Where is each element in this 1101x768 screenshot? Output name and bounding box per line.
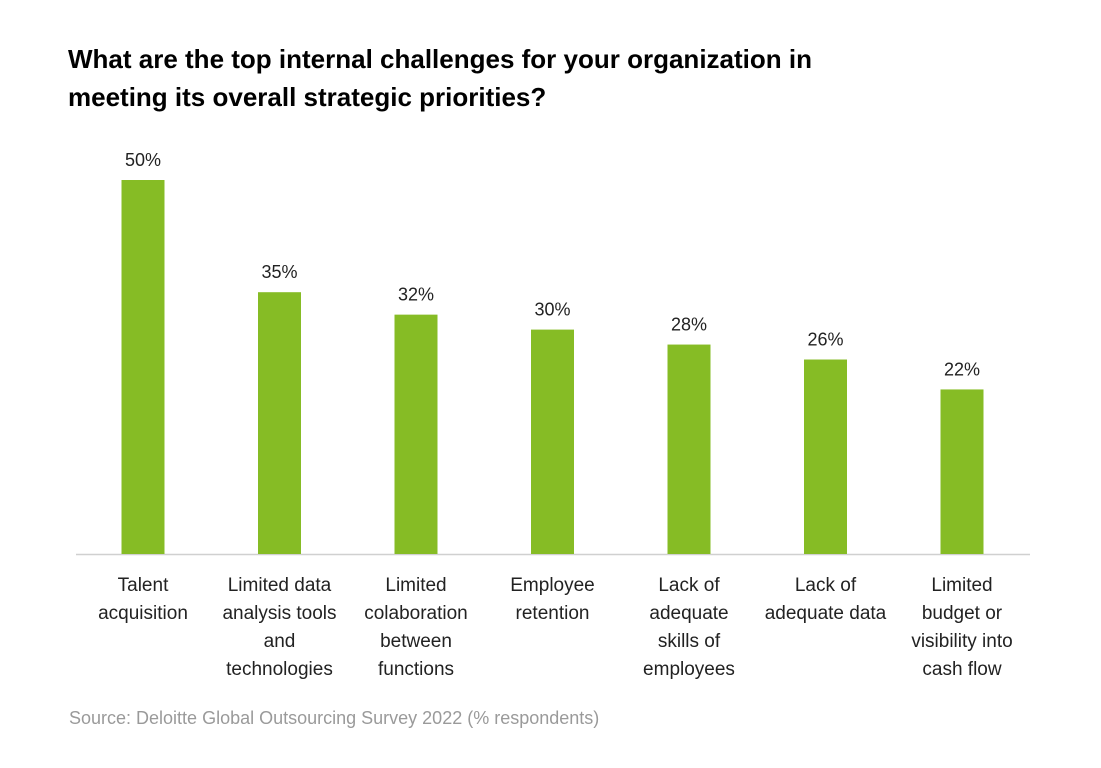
category-label: skills of: [658, 631, 721, 652]
bar: [667, 344, 711, 554]
category-label: Limited data: [228, 575, 332, 596]
data-label: 26%: [807, 330, 843, 350]
category-label: employees: [643, 659, 735, 680]
bar: [394, 314, 438, 554]
category-label: Lack of: [658, 575, 720, 596]
category-label: adequate: [649, 603, 728, 624]
category-label: Talent: [118, 575, 169, 596]
category-label: between: [380, 631, 452, 652]
source-note: Source: Deloitte Global Outsourcing Surv…: [69, 708, 600, 728]
category-label: acquisition: [98, 603, 188, 624]
category-label: Employee: [510, 575, 595, 596]
data-label: 32%: [398, 285, 434, 305]
data-label: 50%: [125, 150, 161, 170]
category-label: colaboration: [364, 603, 468, 624]
category-label: Lack of: [795, 575, 857, 596]
bar: [804, 359, 847, 554]
chart-title-line-1: What are the top internal challenges for…: [68, 44, 812, 74]
chart-title-line-2: meeting its overall strategic priorities…: [68, 82, 547, 112]
chart-title: What are the top internal challenges for…: [68, 40, 1048, 116]
bar: [121, 180, 165, 554]
category-label: and: [264, 631, 296, 652]
bar: [258, 292, 301, 554]
category-label: retention: [516, 603, 590, 624]
bar: [940, 389, 984, 554]
category-label: cash flow: [922, 659, 1001, 680]
data-label: 28%: [671, 315, 707, 335]
category-label: adequate data: [765, 603, 887, 624]
category-label: functions: [378, 659, 454, 680]
category-label: Limited: [931, 575, 992, 596]
category-label: technologies: [226, 659, 333, 680]
bar: [531, 329, 574, 554]
data-label: 22%: [944, 359, 980, 379]
category-label: analysis tools: [222, 603, 336, 624]
category-label: visibility into: [911, 631, 1012, 652]
category-label: budget or: [922, 603, 1003, 624]
data-label: 35%: [261, 262, 297, 282]
category-label: Limited: [385, 575, 446, 596]
data-label: 30%: [534, 300, 570, 320]
